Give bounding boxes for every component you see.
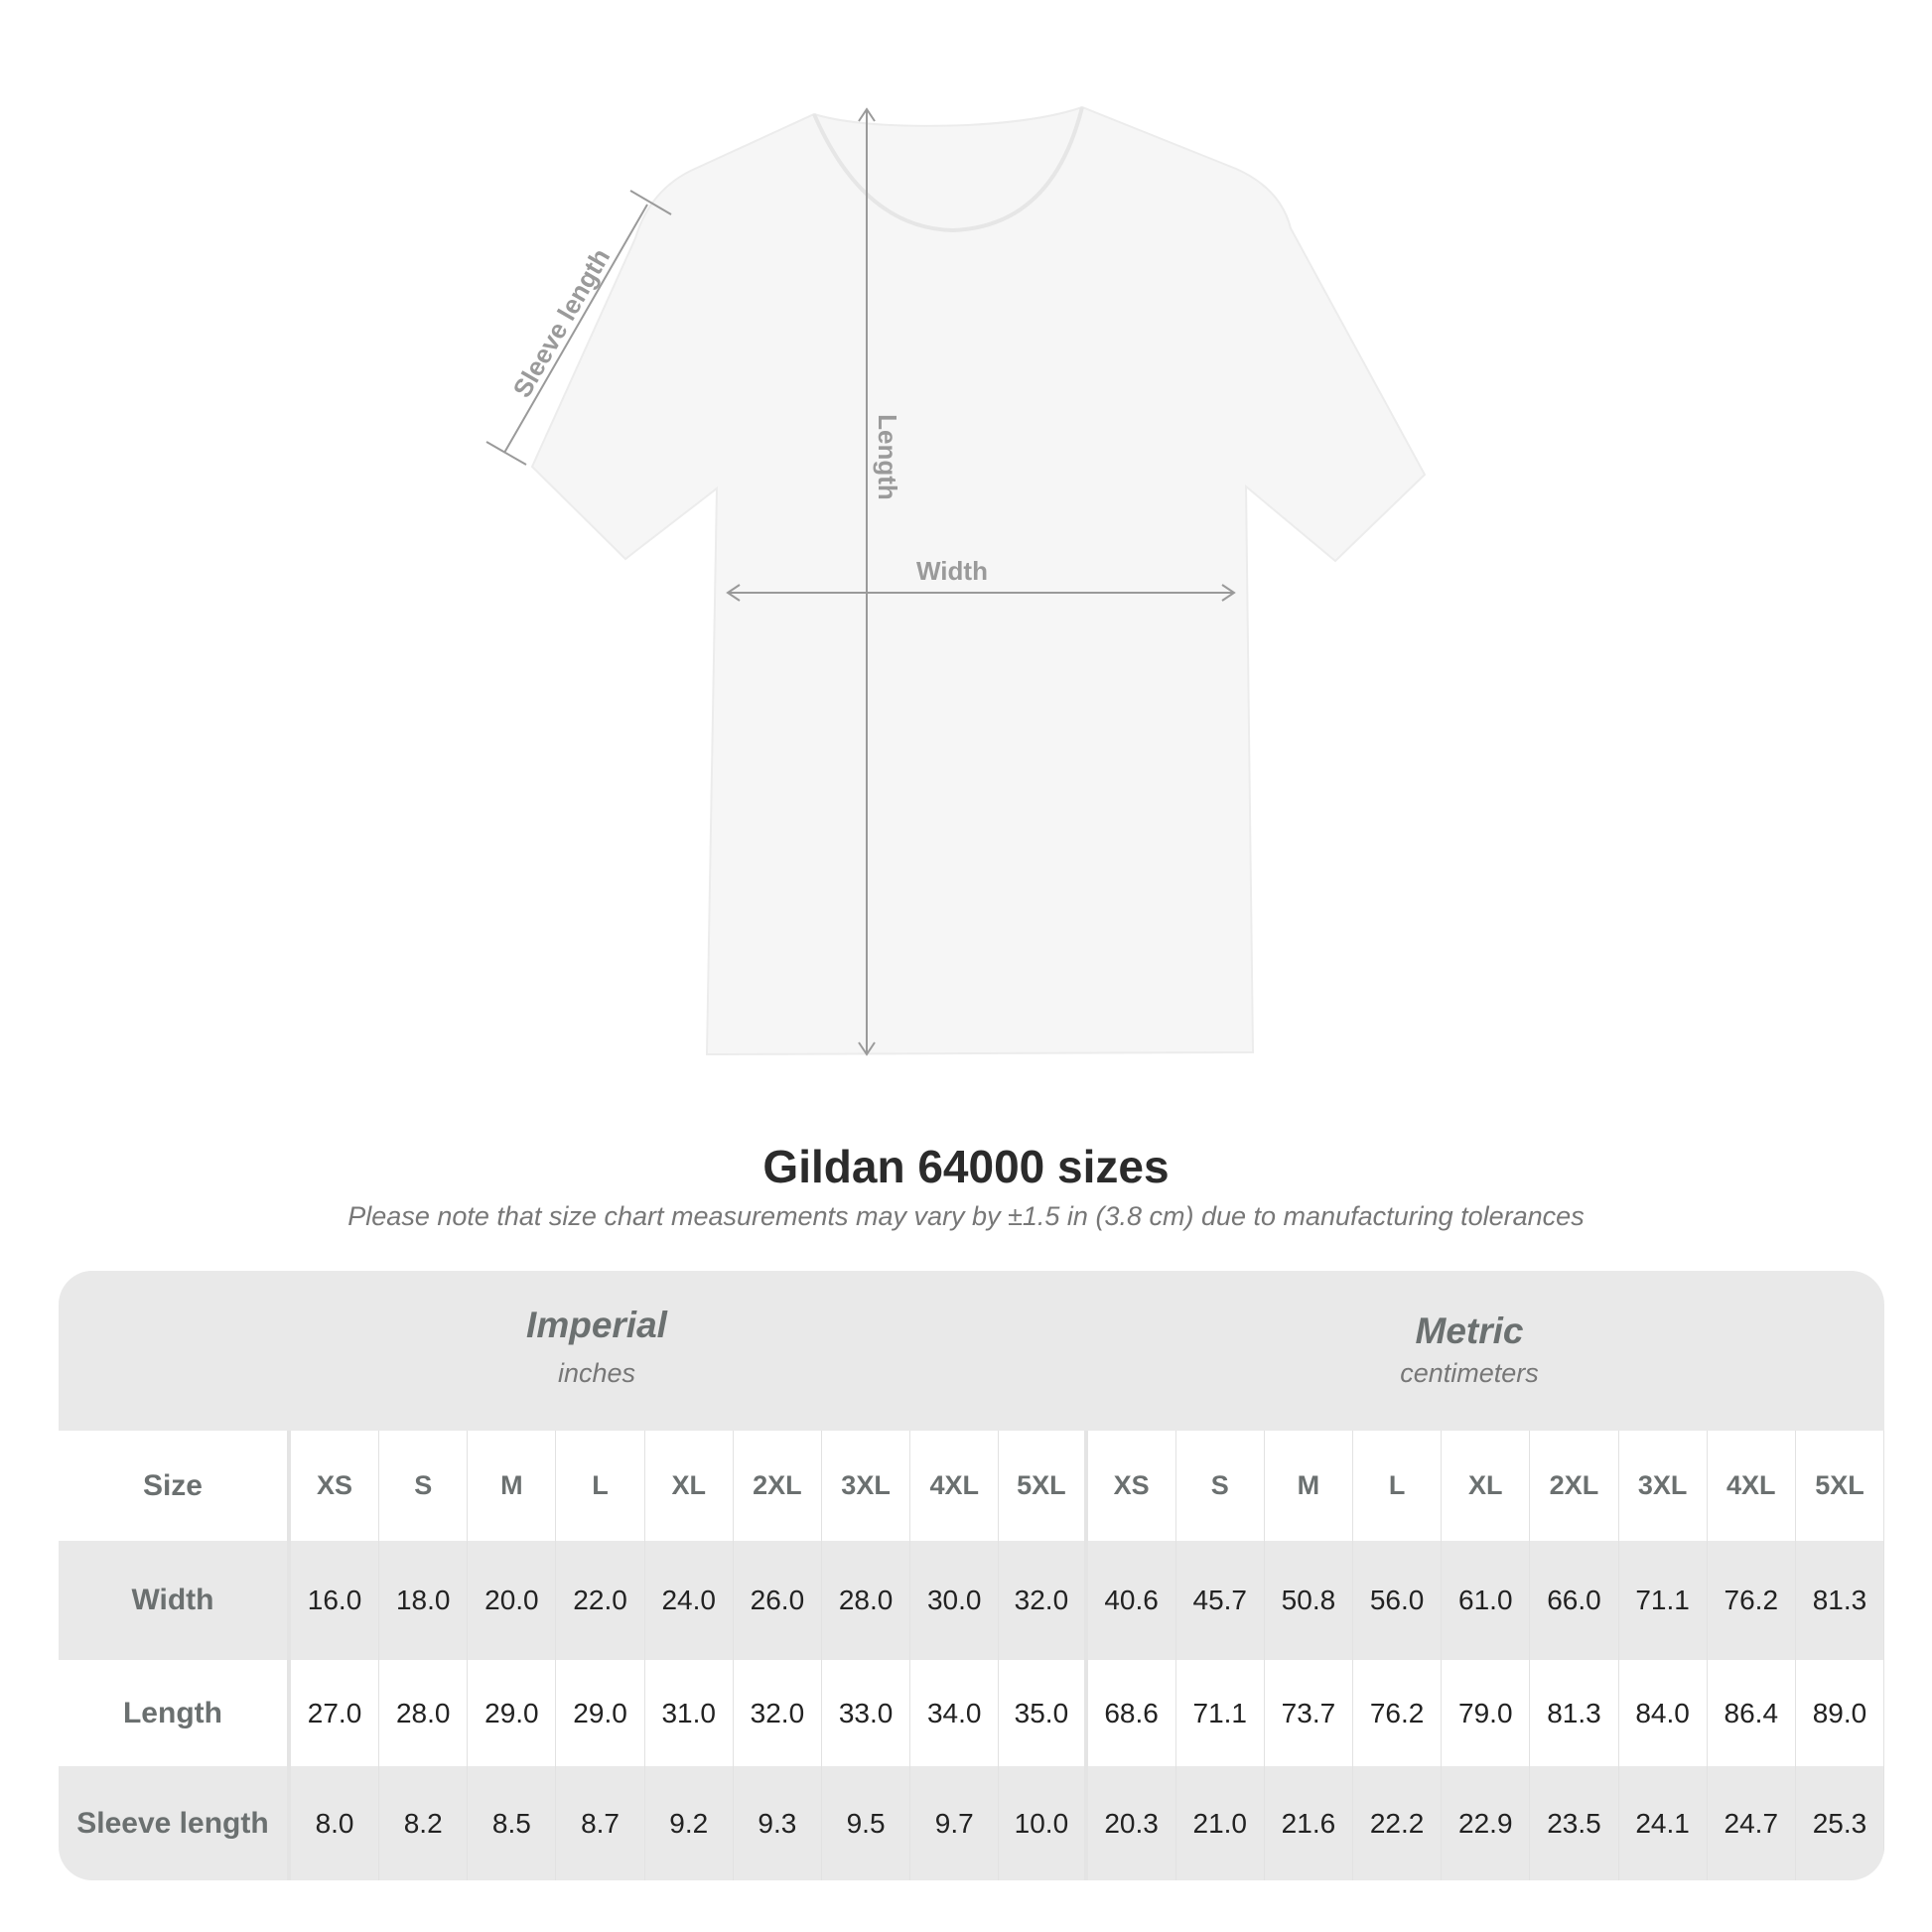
- value-cell: 50.8: [1265, 1541, 1354, 1660]
- value-cell: 89.0: [1796, 1660, 1884, 1766]
- row-label: Length: [59, 1660, 291, 1766]
- metric-unit: centimeters: [1400, 1358, 1539, 1388]
- value-cell: 86.4: [1708, 1660, 1796, 1766]
- value-cell: 28.0: [379, 1660, 469, 1766]
- value-cell: 22.2: [1353, 1766, 1443, 1880]
- table-row-width: Width 16.0 18.0 20.0 22.0 24.0 26.0 28.0 30.0 32.…: [59, 1541, 1884, 1660]
- value-cell: 76.2: [1353, 1660, 1443, 1766]
- value-cell: 18.0: [379, 1541, 469, 1660]
- tshirt-diagram: [485, 105, 1427, 1056]
- size-header-cell: 2XL: [1530, 1431, 1619, 1541]
- value-cell: 56.0: [1353, 1541, 1443, 1660]
- size-header-cell: 2XL: [734, 1431, 822, 1541]
- imperial-title: Imperial: [526, 1305, 667, 1345]
- size-header-cell: 5XL: [999, 1431, 1088, 1541]
- value-cell: 30.0: [910, 1541, 1000, 1660]
- size-table: Imperial inches Metric centimeters Size X…: [59, 1271, 1884, 1880]
- size-header-cell: M: [1265, 1431, 1354, 1541]
- value-cell: 21.6: [1265, 1766, 1354, 1880]
- size-header-cell: XS: [1088, 1431, 1176, 1541]
- value-cell: 76.2: [1708, 1541, 1796, 1660]
- page-title: Gildan 64000 sizes: [762, 1141, 1170, 1192]
- size-header-cell: XL: [1442, 1431, 1531, 1541]
- size-header-cell: 4XL: [910, 1431, 1000, 1541]
- value-cell: 32.0: [734, 1660, 822, 1766]
- row-label: Width: [59, 1541, 291, 1660]
- size-header-cell: XS: [291, 1431, 380, 1541]
- size-header-cell: 5XL: [1796, 1431, 1884, 1541]
- value-cell: 8.5: [468, 1766, 557, 1880]
- value-cell: 81.3: [1796, 1541, 1884, 1660]
- value-cell: 29.0: [556, 1660, 645, 1766]
- value-cell: 23.5: [1530, 1766, 1619, 1880]
- length-label: Length: [872, 414, 902, 500]
- size-header-cell: XL: [645, 1431, 734, 1541]
- width-arrow-head-left: [726, 584, 741, 602]
- value-cell: 27.0: [291, 1660, 380, 1766]
- width-arrow-head-right: [1221, 584, 1236, 602]
- value-cell: 35.0: [999, 1660, 1088, 1766]
- unit-header-band: Imperial inches Metric centimeters: [59, 1271, 1884, 1431]
- value-cell: 9.5: [822, 1766, 911, 1880]
- size-header-cell: S: [379, 1431, 469, 1541]
- length-arrow-head-bottom: [858, 1041, 876, 1056]
- value-cell: 22.0: [556, 1541, 645, 1660]
- value-cell: 71.1: [1176, 1660, 1265, 1766]
- value-cell: 34.0: [910, 1660, 1000, 1766]
- value-cell: 45.7: [1176, 1541, 1265, 1660]
- value-cell: 28.0: [822, 1541, 911, 1660]
- value-cell: 31.0: [645, 1660, 734, 1766]
- value-cell: 61.0: [1442, 1541, 1531, 1660]
- metric-title: Metric: [1415, 1311, 1524, 1351]
- value-cell: 84.0: [1619, 1660, 1708, 1766]
- value-cell: 8.0: [291, 1766, 380, 1880]
- value-cell: 81.3: [1530, 1660, 1619, 1766]
- value-cell: 22.9: [1442, 1766, 1531, 1880]
- tshirt-image: [530, 105, 1427, 1056]
- value-cell: 73.7: [1265, 1660, 1354, 1766]
- size-header-cell: S: [1176, 1431, 1265, 1541]
- value-cell: 71.1: [1619, 1541, 1708, 1660]
- sleeve-arrow: [503, 204, 648, 454]
- size-header-cell: 3XL: [822, 1431, 911, 1541]
- imperial-unit: inches: [557, 1358, 636, 1388]
- value-cell: 24.0: [645, 1541, 734, 1660]
- table-row-length: Length 27.0 28.0 29.0 29.0 31.0 32.0 33.0 34.0 35…: [59, 1660, 1884, 1766]
- width-label: Width: [916, 556, 988, 586]
- value-cell: 8.7: [556, 1766, 645, 1880]
- size-header-cell: 3XL: [1619, 1431, 1708, 1541]
- value-cell: 68.6: [1088, 1660, 1176, 1766]
- value-cell: 66.0: [1530, 1541, 1619, 1660]
- value-cell: 29.0: [468, 1660, 557, 1766]
- table-row-sleeve-length: Sleeve length 8.0 8.2 8.5 8.7 9.2 9.3 9.5 9.7 10.…: [59, 1766, 1884, 1880]
- row-label: Sleeve length: [59, 1766, 291, 1880]
- size-header-cell: 4XL: [1708, 1431, 1796, 1541]
- value-cell: 79.0: [1442, 1660, 1531, 1766]
- row-label: Size: [59, 1431, 291, 1541]
- value-cell: 24.7: [1708, 1766, 1796, 1880]
- value-cell: 40.6: [1088, 1541, 1176, 1660]
- tolerance-note: Please note that size chart measurements…: [347, 1201, 1585, 1231]
- size-header-cell: M: [468, 1431, 557, 1541]
- value-cell: 9.2: [645, 1766, 734, 1880]
- value-cell: 26.0: [734, 1541, 822, 1660]
- value-cell: 9.3: [734, 1766, 822, 1880]
- value-cell: 20.0: [468, 1541, 557, 1660]
- size-header-cell: L: [1353, 1431, 1443, 1541]
- length-arrow-head-top: [858, 107, 876, 122]
- value-cell: 25.3: [1796, 1766, 1884, 1880]
- tshirt-collar: [812, 106, 1084, 233]
- value-cell: 9.7: [910, 1766, 1000, 1880]
- value-cell: 16.0: [291, 1541, 380, 1660]
- value-cell: 21.0: [1176, 1766, 1265, 1880]
- size-header-row: Size XS S M L XL 2XL 3XL 4XL 5XL XS S M L XL 2XL 3XL 4XL 5…: [59, 1431, 1884, 1541]
- value-cell: 33.0: [822, 1660, 911, 1766]
- value-cell: 32.0: [999, 1541, 1088, 1660]
- value-cell: 24.1: [1619, 1766, 1708, 1880]
- size-header-cell: L: [556, 1431, 645, 1541]
- value-cell: 20.3: [1088, 1766, 1176, 1880]
- value-cell: 8.2: [379, 1766, 469, 1880]
- value-cell: 10.0: [999, 1766, 1088, 1880]
